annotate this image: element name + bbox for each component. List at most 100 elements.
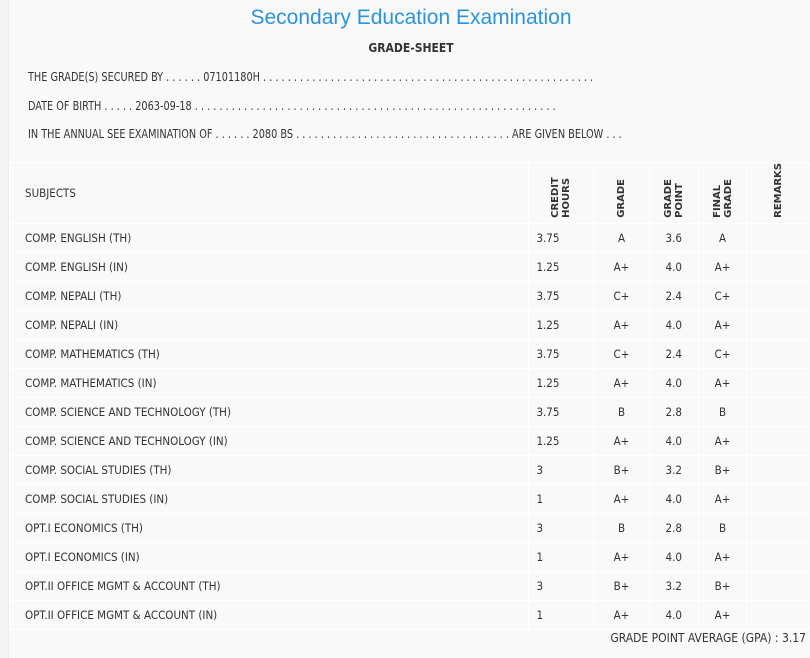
examination-line: IN THE ANNUAL SEE EXAMINATION OF . . . .… bbox=[28, 127, 622, 141]
gpa-summary: GRADE POINT AVERAGE (GPA) : 3.17 bbox=[610, 631, 806, 645]
cell-credit-hours: 3 bbox=[528, 512, 595, 543]
cell-remarks bbox=[746, 425, 810, 456]
cell-grade-point: 3.2 bbox=[648, 454, 699, 485]
cell-grade: C+ bbox=[593, 280, 650, 311]
table-row: OPT.I ECONOMICS (IN) 1 A+ 4.0 A+ bbox=[8, 541, 810, 572]
cell-remarks bbox=[746, 222, 810, 253]
cell-final-grade: C+ bbox=[697, 280, 748, 311]
cell-credit-hours: 3.75 bbox=[528, 222, 595, 253]
table-row: COMP. MATHEMATICS (IN) 1.25 A+ 4.0 A+ bbox=[8, 367, 810, 398]
cell-remarks bbox=[746, 280, 810, 311]
cell-remarks bbox=[746, 483, 810, 514]
cell-final-grade: A+ bbox=[697, 251, 748, 282]
grade-sheet-heading: GRADE-SHEET bbox=[368, 41, 454, 55]
secured-by-line: THE GRADE(S) SECURED BY . . . . . . 0710… bbox=[28, 70, 594, 84]
cell-grade-point: 2.4 bbox=[648, 338, 699, 369]
cell-subject: COMP. MATHEMATICS (IN) bbox=[8, 367, 530, 398]
cell-subject: OPT.II OFFICE MGMT & ACCOUNT (TH) bbox=[8, 570, 530, 601]
cell-credit-hours: 1.25 bbox=[528, 367, 595, 398]
cell-credit-hours: 1 bbox=[528, 599, 595, 630]
header-grade-point: GRADE POINT bbox=[648, 162, 699, 224]
cell-grade-point: 3.2 bbox=[648, 570, 699, 601]
cell-final-grade: A+ bbox=[697, 483, 748, 514]
cell-credit-hours: 3.75 bbox=[528, 338, 595, 369]
cell-grade: B+ bbox=[593, 570, 650, 601]
table-row: COMP. SOCIAL STUDIES (IN) 1 A+ 4.0 A+ bbox=[8, 483, 810, 514]
cell-final-grade: B+ bbox=[697, 454, 748, 485]
cell-grade: A+ bbox=[593, 599, 650, 630]
cell-grade: A+ bbox=[593, 309, 650, 340]
cell-credit-hours: 1.25 bbox=[528, 251, 595, 282]
cell-final-grade: A+ bbox=[697, 599, 748, 630]
table-row: COMP. ENGLISH (TH) 3.75 A 3.6 A bbox=[8, 222, 810, 253]
cell-final-grade: C+ bbox=[697, 338, 748, 369]
cell-remarks bbox=[746, 309, 810, 340]
cell-subject: COMP. SOCIAL STUDIES (IN) bbox=[8, 483, 530, 514]
cell-final-grade: A+ bbox=[697, 309, 748, 340]
table-row: OPT.II OFFICE MGMT & ACCOUNT (TH) 3 B+ 3.2 B… bbox=[8, 570, 810, 601]
cell-remarks bbox=[746, 570, 810, 601]
table-row: OPT.II OFFICE MGMT & ACCOUNT (IN) 1 A+ 4.0 A… bbox=[8, 599, 810, 630]
cell-subject: COMP. ENGLISH (TH) bbox=[8, 222, 530, 253]
table-row: COMP. ENGLISH (IN) 1.25 A+ 4.0 A+ bbox=[8, 251, 810, 282]
cell-credit-hours: 3 bbox=[528, 570, 595, 601]
cell-final-grade: A bbox=[697, 222, 748, 253]
cell-subject: COMP. ENGLISH (IN) bbox=[8, 251, 530, 282]
date-of-birth-line: DATE OF BIRTH . . . . . 2063-09-18 . . .… bbox=[28, 99, 556, 113]
cell-credit-hours: 3.75 bbox=[528, 280, 595, 311]
table-row: COMP. SCIENCE AND TECHNOLOGY (IN) 1.25 A+ 4… bbox=[8, 425, 810, 456]
header-grade: GRADE bbox=[593, 162, 650, 224]
cell-remarks bbox=[746, 512, 810, 543]
cell-remarks bbox=[746, 338, 810, 369]
cell-subject: COMP. NEPALI (IN) bbox=[8, 309, 530, 340]
cell-remarks bbox=[746, 454, 810, 485]
table-row: COMP. SCIENCE AND TECHNOLOGY (TH) 3.75 B 2.… bbox=[8, 396, 810, 427]
table-row: OPT.I ECONOMICS (TH) 3 B 2.8 B bbox=[8, 512, 810, 543]
table-row: COMP. SOCIAL STUDIES (TH) 3 B+ 3.2 B+ bbox=[8, 454, 810, 485]
table-row: COMP. NEPALI (TH) 3.75 C+ 2.4 C+ bbox=[8, 280, 810, 311]
cell-grade-point: 4.0 bbox=[648, 541, 699, 572]
cell-final-grade: B bbox=[697, 512, 748, 543]
cell-grade-point: 3.6 bbox=[648, 222, 699, 253]
cell-grade-point: 2.4 bbox=[648, 280, 699, 311]
cell-remarks bbox=[746, 541, 810, 572]
header-subjects: SUBJECTS bbox=[8, 162, 530, 224]
header-credit-hours: CREDIT HOURS bbox=[528, 162, 595, 224]
cell-final-grade: A+ bbox=[697, 367, 748, 398]
cell-grade-point: 4.0 bbox=[648, 425, 699, 456]
cell-subject: COMP. SCIENCE AND TECHNOLOGY (TH) bbox=[8, 396, 530, 427]
page-title: Secondary Education Examination bbox=[250, 6, 572, 29]
cell-grade: A bbox=[593, 222, 650, 253]
cell-subject: COMP. SOCIAL STUDIES (TH) bbox=[8, 454, 530, 485]
cell-credit-hours: 3.75 bbox=[528, 396, 595, 427]
table-row: COMP. MATHEMATICS (TH) 3.75 C+ 2.4 C+ bbox=[8, 338, 810, 369]
cell-grade: B bbox=[593, 396, 650, 427]
left-border bbox=[0, 0, 9, 658]
cell-grade-point: 2.8 bbox=[648, 396, 699, 427]
cell-grade-point: 4.0 bbox=[648, 599, 699, 630]
cell-credit-hours: 1 bbox=[528, 541, 595, 572]
cell-grade-point: 2.8 bbox=[648, 512, 699, 543]
cell-final-grade: B+ bbox=[697, 570, 748, 601]
cell-credit-hours: 1.25 bbox=[528, 425, 595, 456]
table-header: SUBJECTS CREDIT HOURS GRADE GRADE POINT … bbox=[8, 162, 810, 224]
cell-grade: A+ bbox=[593, 425, 650, 456]
cell-grade: B+ bbox=[593, 454, 650, 485]
cell-remarks bbox=[746, 251, 810, 282]
grades-table: SUBJECTS CREDIT HOURS GRADE GRADE POINT … bbox=[8, 162, 810, 630]
cell-credit-hours: 1.25 bbox=[528, 309, 595, 340]
cell-subject: OPT.II OFFICE MGMT & ACCOUNT (IN) bbox=[8, 599, 530, 630]
cell-final-grade: A+ bbox=[697, 541, 748, 572]
cell-grade-point: 4.0 bbox=[648, 309, 699, 340]
cell-remarks bbox=[746, 367, 810, 398]
cell-grade: B bbox=[593, 512, 650, 543]
header-remarks: REMARKS bbox=[746, 162, 810, 224]
cell-final-grade: B bbox=[697, 396, 748, 427]
cell-grade-point: 4.0 bbox=[648, 483, 699, 514]
cell-credit-hours: 1 bbox=[528, 483, 595, 514]
cell-grade: A+ bbox=[593, 541, 650, 572]
header-final-grade: FINAL GRADE bbox=[697, 162, 748, 224]
cell-grade: A+ bbox=[593, 367, 650, 398]
cell-grade: C+ bbox=[593, 338, 650, 369]
table-row: COMP. NEPALI (IN) 1.25 A+ 4.0 A+ bbox=[8, 309, 810, 340]
